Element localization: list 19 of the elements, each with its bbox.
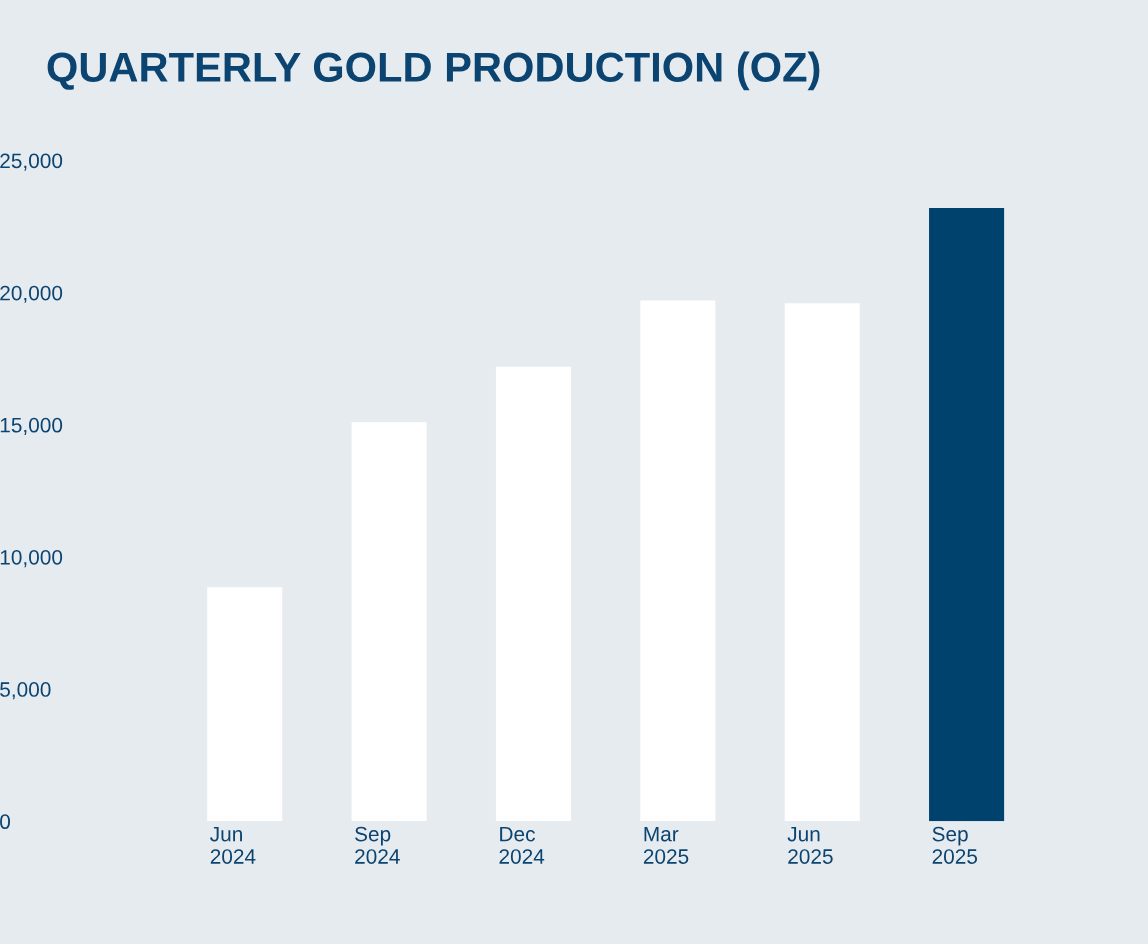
bar: [784, 303, 860, 822]
chart-title: QUARTERLY GOLD PRODUCTION (OZ): [47, 51, 820, 91]
x-tick-label: Jun 2024: [210, 826, 256, 864]
x-tick-label: Sep 2025: [932, 826, 978, 864]
x-tick-label: Sep 2024: [355, 826, 400, 864]
y-tick-label: 10,000: [0, 549, 63, 568]
y-tick-label: 0: [0, 814, 11, 830]
x-tick-label: Mar 2025: [643, 826, 689, 864]
bar: [351, 422, 427, 822]
x-tick-label: Jun 2025: [787, 826, 833, 864]
y-tick-label: 20,000: [0, 285, 63, 303]
y-tick-label: 5,000: [0, 682, 51, 700]
bar: [929, 208, 1005, 822]
y-tick-label: 15,000: [0, 417, 63, 436]
y-tick-label: 25,000: [0, 153, 63, 171]
bar: [495, 366, 572, 822]
x-tick-label: Dec 2024: [499, 826, 545, 864]
bar: [640, 300, 716, 822]
bar: [207, 587, 283, 822]
